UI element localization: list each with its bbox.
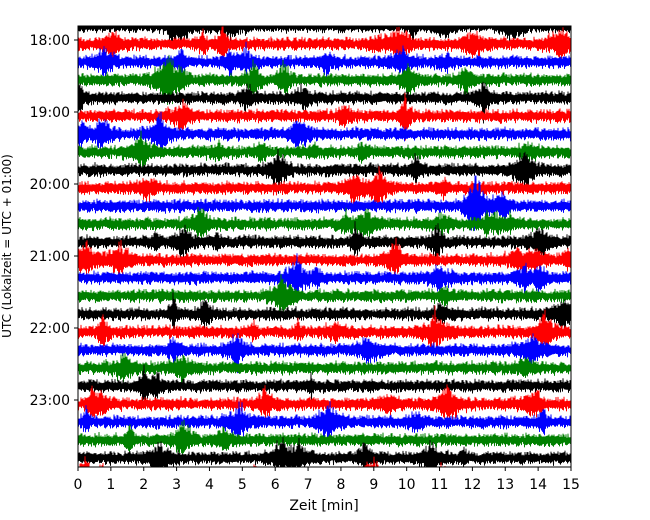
trace-row xyxy=(78,332,571,374)
y-tick-label: 23:00 xyxy=(30,393,70,409)
trace-row xyxy=(78,384,571,425)
x-tick-label: 9 xyxy=(369,477,378,493)
trace-row xyxy=(78,81,571,124)
x-tick-label: 11 xyxy=(431,477,449,493)
trace-row xyxy=(78,305,571,355)
y-axis: 18:00 19:00 20:00 21:00 22:00 23:00 xyxy=(30,33,78,409)
y-tick-label: 18:00 xyxy=(30,33,70,49)
x-axis: 0 1 2 3 4 5 6 7 8 9 10 11 12 13 14 15 xyxy=(74,467,580,493)
trace-row xyxy=(78,364,571,405)
trace-row xyxy=(78,274,571,313)
trace-row xyxy=(78,353,571,385)
x-tick-label: 1 xyxy=(106,477,115,493)
trace-row xyxy=(78,175,571,231)
trace-row xyxy=(78,206,571,244)
y-tick-label: 21:00 xyxy=(30,249,70,265)
x-tick-label: 12 xyxy=(463,477,481,493)
trace-row xyxy=(78,92,571,141)
trace-row xyxy=(78,292,571,333)
trace-row xyxy=(78,237,571,282)
trace-row xyxy=(78,419,571,456)
y-tick-label: 22:00 xyxy=(30,321,70,337)
x-tick-label: 6 xyxy=(271,477,280,493)
x-axis-label: Zeit [min] xyxy=(289,498,358,514)
trace-row xyxy=(78,111,571,155)
y-axis-label: UTC (Lokalzeit = UTC + 01:00) xyxy=(0,154,14,338)
trace-row xyxy=(78,148,571,194)
trace-row xyxy=(78,253,571,302)
y-tick-label: 19:00 xyxy=(30,105,70,121)
x-tick-label: 5 xyxy=(238,477,247,493)
x-tick-label: 3 xyxy=(172,477,181,493)
trace-row xyxy=(78,26,571,48)
trace-row xyxy=(78,166,571,210)
x-tick-label: 14 xyxy=(529,477,547,493)
x-tick-label: 15 xyxy=(562,477,580,493)
x-tick-label: 2 xyxy=(139,477,148,493)
x-tick-label: 7 xyxy=(304,477,313,493)
x-tick-label: 10 xyxy=(398,477,416,493)
x-tick-label: 0 xyxy=(74,477,83,493)
x-tick-label: 8 xyxy=(336,477,345,493)
trace-row xyxy=(78,221,571,266)
trace-row xyxy=(78,437,571,467)
seismogram-traces xyxy=(78,26,571,467)
y-tick-label: 20:00 xyxy=(30,177,70,193)
plot-frame xyxy=(77,25,572,468)
trace-row xyxy=(78,26,571,61)
trace-row xyxy=(78,54,571,105)
x-tick-label: 4 xyxy=(205,477,214,493)
trace-row xyxy=(78,130,571,169)
x-tick-label: 13 xyxy=(496,477,514,493)
